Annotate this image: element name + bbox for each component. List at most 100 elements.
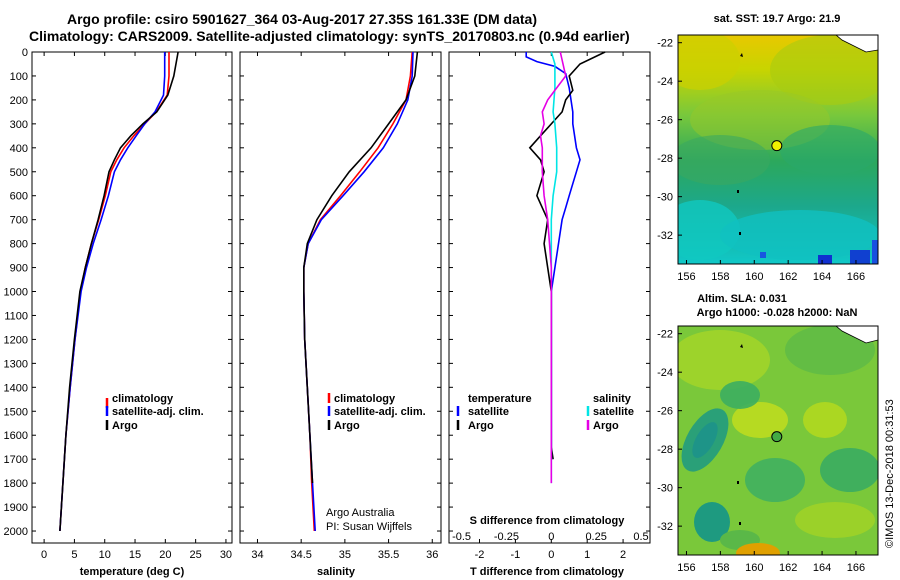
depth-tick-label: 1600 bbox=[4, 430, 28, 442]
difference-xtick-label: 1 bbox=[584, 549, 590, 561]
sst-map-title: sat. SST: 19.7 Argo: 21.9 bbox=[714, 13, 841, 25]
sla-map-lon-tick-label: 162 bbox=[779, 562, 797, 574]
sst-map-lon-tick-label: 166 bbox=[847, 271, 865, 283]
sst-map-lat-tick-label: -22 bbox=[657, 38, 673, 50]
sla-map-title: Altim. SLA: 0.031 bbox=[697, 293, 787, 305]
credit-pi: PI: Susan Wijffels bbox=[326, 521, 412, 533]
difference-xtick-label: 2 bbox=[620, 549, 626, 561]
depth-tick-label: 200 bbox=[10, 95, 28, 107]
sla-map-subtitle: Argo h1000: -0.028 h2000: NaN bbox=[697, 307, 858, 319]
temperature-legend: climatology satellite-adj. clim. Argo bbox=[105, 393, 204, 432]
depth-tick-label: 1700 bbox=[4, 454, 28, 466]
difference-legend-salinity: salinity bbox=[593, 393, 632, 405]
depth-tick-label: 1800 bbox=[4, 478, 28, 490]
difference-legend-t-argo: Argo bbox=[468, 420, 494, 432]
sst-map-lat-tick-label: -28 bbox=[657, 153, 673, 165]
difference-xlabel: T difference from climatology bbox=[470, 566, 625, 578]
difference-legend-t-satellite: satellite bbox=[468, 406, 509, 418]
temperature-xtick-label: 25 bbox=[190, 549, 202, 561]
title-line-2: Climatology: CARS2009. Satellite-adjuste… bbox=[29, 28, 630, 44]
sst-map-lon-tick-label: 162 bbox=[779, 271, 797, 283]
difference-top-tick-label: 0.25 bbox=[585, 531, 606, 543]
sla-map-frame bbox=[677, 325, 879, 556]
difference-top-tick-label: -0.5 bbox=[452, 531, 471, 543]
temperature-xlabel: temperature (deg C) bbox=[80, 566, 185, 578]
depth-tick-label: 800 bbox=[10, 239, 28, 251]
sst-map-frame bbox=[677, 34, 879, 265]
sla-map-lat-tick-label: -24 bbox=[657, 367, 673, 379]
temperature-legend-satellite: satellite-adj. clim. bbox=[112, 406, 204, 418]
salinity-legend-climatology: climatology bbox=[334, 393, 396, 405]
depth-tick-label: 1100 bbox=[4, 310, 28, 322]
sla-map-lat-tick-label: -30 bbox=[657, 483, 673, 495]
depth-tick-label: 1300 bbox=[4, 358, 28, 370]
salinity-xtick-label: 34.5 bbox=[290, 549, 311, 561]
sla-argo-marker bbox=[771, 431, 783, 443]
sst-map-lat-tick-label: -30 bbox=[657, 192, 673, 204]
depth-tick-label: 2000 bbox=[4, 526, 28, 538]
salinity-panel: 34 34.5 35 35.5 36 salinity climatology sate… bbox=[239, 51, 442, 578]
difference-panel: -2 -1 0 1 2 -0.5 -0.25 0 0.25 0.5 S difference fr… bbox=[448, 51, 651, 578]
sst-map-lat-tick-label: -32 bbox=[657, 230, 673, 242]
salinity-legend-argo: Argo bbox=[334, 420, 360, 432]
temperature-series-line bbox=[59, 51, 179, 532]
salinity-xtick-label: 36 bbox=[426, 549, 438, 561]
temperature-xtick-label: 5 bbox=[71, 549, 77, 561]
sla-map-lat-tick-label: -32 bbox=[657, 521, 673, 533]
title-line-1: Argo profile: csiro 5901627_364 03-Aug-2… bbox=[67, 11, 537, 27]
temperature-xtick-label: 10 bbox=[99, 549, 111, 561]
depth-tick-label: 1000 bbox=[4, 287, 28, 299]
sla-map-panel: Altim. SLA: 0.031 Argo h1000: -0.028 h20… bbox=[657, 293, 879, 574]
depth-tick-label: 600 bbox=[10, 191, 28, 203]
salinity-xtick-label: 35.5 bbox=[378, 549, 399, 561]
sla-map-lon-tick-label: 164 bbox=[813, 562, 831, 574]
depth-tick-label: 1400 bbox=[4, 382, 28, 394]
temperature-plot-area bbox=[31, 51, 233, 544]
sst-map-field bbox=[678, 35, 878, 264]
imos-stamp: ©IMOS 13-Dec-2018 00:31:53 bbox=[884, 399, 896, 548]
sst-map-lat-tick-label: -24 bbox=[657, 76, 673, 88]
salinity-xlabel: salinity bbox=[317, 566, 356, 578]
difference-legend-s-satellite: satellite bbox=[593, 406, 634, 418]
temperature-xtick-label: 20 bbox=[159, 549, 171, 561]
temperature-xtick-label: 15 bbox=[129, 549, 141, 561]
sla-map-lat-tick-label: -22 bbox=[657, 329, 673, 341]
sla-map-lon-tick-label: 166 bbox=[847, 562, 865, 574]
difference-legend-temperature: temperature bbox=[468, 393, 532, 405]
salinity-legend: climatology satellite-adj. clim. Argo bbox=[327, 393, 426, 432]
sla-map-lon-tick-label: 158 bbox=[711, 562, 729, 574]
temperature-panel: 0100200300400500600700800900100011001200… bbox=[4, 47, 233, 578]
difference-legend-s-argo: Argo bbox=[593, 420, 619, 432]
depth-tick-label: 400 bbox=[10, 143, 28, 155]
salinity-legend-satellite: satellite-adj. clim. bbox=[334, 406, 426, 418]
sst-argo-marker bbox=[771, 140, 783, 152]
salinity-plot-area bbox=[239, 51, 442, 544]
sla-map-lat-tick-label: -26 bbox=[657, 406, 673, 418]
difference-top-tick-label: -0.25 bbox=[494, 531, 519, 543]
sst-map-lon-tick-label: 156 bbox=[677, 271, 695, 283]
depth-tick-label: 1900 bbox=[4, 502, 28, 514]
depth-tick-label: 100 bbox=[10, 71, 28, 83]
sst-map-lon-tick-label: 164 bbox=[813, 271, 831, 283]
difference-xtick-label: 0 bbox=[548, 549, 554, 561]
difference-top-tick-label: 0.5 bbox=[633, 531, 648, 543]
temperature-xtick-label: 0 bbox=[41, 549, 47, 561]
sst-map-lon-tick-label: 158 bbox=[711, 271, 729, 283]
difference-legend-left: temperature satellite Argo bbox=[456, 393, 532, 432]
difference-top-label: S difference from climatology bbox=[470, 515, 626, 527]
depth-tick-label: 700 bbox=[10, 215, 28, 227]
sst-map-lon-tick-label: 160 bbox=[745, 271, 763, 283]
temperature-xtick-label: 30 bbox=[220, 549, 232, 561]
difference-plot-area bbox=[448, 51, 651, 544]
credit-org: Argo Australia bbox=[326, 507, 395, 519]
sla-map-field bbox=[678, 326, 878, 555]
depth-tick-label: 900 bbox=[10, 263, 28, 275]
temperature-legend-climatology: climatology bbox=[112, 393, 174, 405]
depth-tick-label: 0 bbox=[22, 47, 28, 59]
salinity-xtick-label: 34 bbox=[251, 549, 263, 561]
depth-tick-label: 1500 bbox=[4, 406, 28, 418]
temperature-legend-argo: Argo bbox=[112, 420, 138, 432]
difference-xtick-label: -1 bbox=[511, 549, 521, 561]
difference-xtick-label: -2 bbox=[475, 549, 485, 561]
